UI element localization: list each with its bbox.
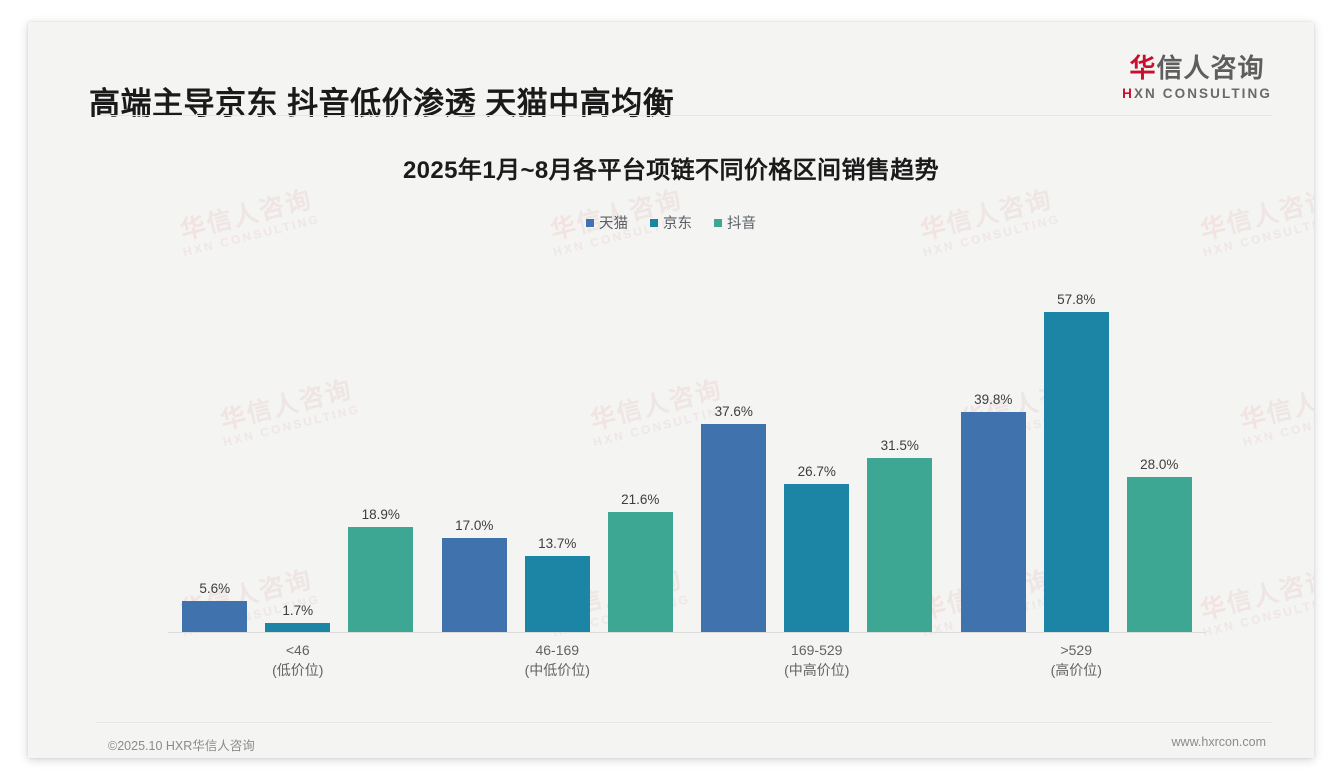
bar-京东->529[interactable]: 57.8% xyxy=(1043,272,1109,632)
legend-label: 京东 xyxy=(663,216,692,232)
bar-rect[interactable] xyxy=(524,556,590,632)
bar-value-label: 39.8% xyxy=(974,391,1013,407)
bar-rect[interactable] xyxy=(182,601,248,632)
slide-header: 高端主导京东 抖音低价渗透 天猫中高均衡 华信人咨询 HXN CONSULTIN… xyxy=(28,22,1314,121)
bar-京东-<46[interactable]: 1.7% xyxy=(265,272,331,632)
logo-en-rest: XN CONSULTING xyxy=(1133,85,1272,101)
chart-legend: 天猫 京东 抖音 xyxy=(28,212,1314,233)
header-divider xyxy=(96,115,1272,116)
x-axis-label-sub: (中低价位) xyxy=(524,662,590,679)
legend-swatch-icon xyxy=(650,218,658,227)
x-axis-labels: <46 (低价位) 46-169 (中低价位) 169-529 (中高价位) >529 (高价… xyxy=(168,640,1206,681)
legend-label: 天猫 xyxy=(599,216,628,232)
bar-rect[interactable] xyxy=(1043,311,1109,632)
bar-rect[interactable] xyxy=(867,457,933,632)
bar-天猫->529[interactable]: 39.8% xyxy=(960,272,1026,632)
bar-rect[interactable] xyxy=(607,512,673,632)
bar-value-label: 17.0% xyxy=(455,517,494,533)
bar-rect[interactable] xyxy=(784,484,850,632)
x-axis-label-sub: (中高价位) xyxy=(784,662,850,679)
x-axis-label-46-169: 46-169 (中低价位) xyxy=(428,640,688,681)
x-axis-line xyxy=(168,632,1206,633)
bar-group-46-169: 17.0% 13.7% 21.6% xyxy=(428,272,688,632)
bar-group->529: 39.8% 57.8% 28.0% xyxy=(947,272,1207,632)
x-axis-label-main: 169-529 xyxy=(791,642,843,658)
bar-groups: 5.6% 1.7% 18.9% 17.0% 13.7% 21.6% 37.6% 26.7% 31… xyxy=(168,272,1206,632)
legend-item-抖音[interactable]: 抖音 xyxy=(714,212,756,233)
slide-card: 华信人咨询 HXN CONSULTING 华信人咨询 HXN CONSULTING 华信… xyxy=(28,22,1314,758)
x-axis-label-<46: <46 (低价位) xyxy=(168,640,428,681)
bar-value-label: 5.6% xyxy=(199,581,231,596)
bar-rect[interactable] xyxy=(348,527,414,632)
bar-抖音-<46[interactable]: 18.9% xyxy=(348,272,414,632)
bar-rect[interactable] xyxy=(441,537,507,632)
legend-swatch-icon xyxy=(586,218,594,227)
bar-value-label: 26.7% xyxy=(797,464,836,480)
bar-group-<46: 5.6% 1.7% 18.9% xyxy=(168,272,428,632)
chart-container: 2025年1月~8月各平台项链不同价格区间销售趋势 天猫 京东 抖音 5.6% 1.7… xyxy=(28,22,1314,758)
footer-website: www.hxrcon.com xyxy=(1171,735,1266,749)
logo-cn-red: 华 xyxy=(1129,53,1157,83)
bar-rect[interactable] xyxy=(960,411,1026,632)
bar-value-label: 31.5% xyxy=(880,437,919,453)
bar-value-label: 1.7% xyxy=(282,602,314,618)
legend-item-京东[interactable]: 京东 xyxy=(650,212,692,233)
bar-group-169-529: 37.6% 26.7% 31.5% xyxy=(687,272,947,632)
x-axis-label->529: >529 (高价位) xyxy=(947,640,1207,681)
footer-divider xyxy=(96,722,1272,723)
logo-cn-rest: 信人咨询 xyxy=(1156,53,1265,83)
bar-rect[interactable] xyxy=(265,622,331,632)
bar-value-label: 57.8% xyxy=(1057,291,1096,307)
legend-swatch-icon xyxy=(714,218,722,227)
logo-english-text: HXN CONSULTING xyxy=(1122,86,1272,101)
page-title: 高端主导京东 抖音低价渗透 天猫中高均衡 xyxy=(89,86,675,121)
logo-en-red: H xyxy=(1122,85,1134,101)
footer-copyright: ©2025.10 HXR华信人咨询 xyxy=(108,739,255,753)
bar-天猫-169-529[interactable]: 37.6% xyxy=(701,272,767,632)
bar-京东-46-169[interactable]: 13.7% xyxy=(524,272,590,632)
x-axis-label-main: >529 xyxy=(1060,642,1093,658)
x-axis-label-169-529: 169-529 (中高价位) xyxy=(687,640,947,681)
x-axis-label-main: <46 xyxy=(285,642,310,658)
legend-label: 抖音 xyxy=(727,216,756,232)
bar-抖音-169-529[interactable]: 31.5% xyxy=(867,272,933,632)
x-axis-label-main: 46-169 xyxy=(535,642,580,658)
chart-title: 2025年1月~8月各平台项链不同价格区间销售趋势 xyxy=(402,157,940,184)
bar-抖音-46-169[interactable]: 21.6% xyxy=(607,272,673,632)
bar-rect[interactable] xyxy=(1126,476,1192,632)
bar-抖音->529[interactable]: 28.0% xyxy=(1126,272,1192,632)
x-axis-label-sub: (低价位) xyxy=(272,662,324,679)
x-axis-label-sub: (高价位) xyxy=(1050,662,1102,679)
brand-logo: 华信人咨询 HXN CONSULTING xyxy=(1122,54,1272,101)
bar-value-label: 18.9% xyxy=(361,507,400,523)
bar-value-label: 21.6% xyxy=(621,492,660,508)
bar-天猫-46-169[interactable]: 17.0% xyxy=(441,272,507,632)
logo-chinese-text: 华信人咨询 xyxy=(1122,54,1272,83)
bar-value-label: 37.6% xyxy=(714,403,753,419)
legend-item-天猫[interactable]: 天猫 xyxy=(586,212,628,233)
bar-value-label: 28.0% xyxy=(1140,456,1179,472)
bar-天猫-<46[interactable]: 5.6% xyxy=(182,272,248,632)
bar-rect[interactable] xyxy=(701,423,767,632)
bar-京东-169-529[interactable]: 26.7% xyxy=(784,272,850,632)
bar-value-label: 13.7% xyxy=(538,536,577,552)
